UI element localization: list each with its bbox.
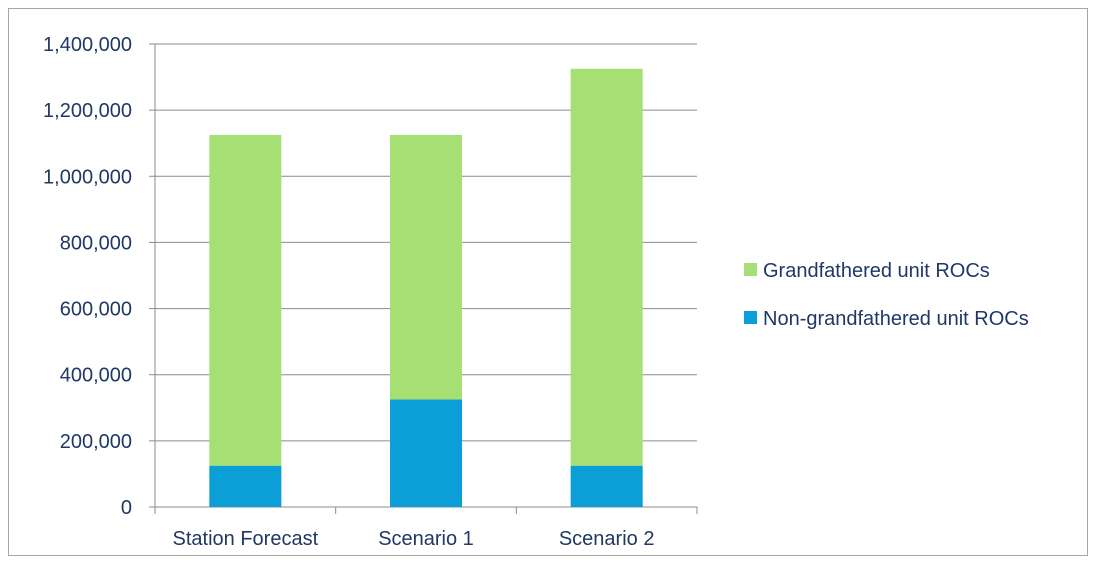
y-tick-label: 0	[121, 497, 132, 519]
bar-segment-non-grandfathered	[570, 465, 643, 507]
legend-swatch-non-grandfathered	[744, 311, 757, 324]
y-tick-label: 200,000	[60, 431, 132, 453]
chart-area	[8, 8, 1088, 556]
x-tick-label: Scenario 2	[559, 528, 655, 550]
legend-label-non-grandfathered: Non-grandfathered unit ROCs	[763, 308, 1029, 330]
y-tick-label: 1,000,000	[43, 166, 132, 188]
y-tick-label: 1,400,000	[43, 34, 132, 56]
x-axis-ticks: Station Forecast Scenario 1 Scenario 2	[154, 507, 698, 550]
bars	[209, 68, 643, 507]
y-tick-label: 1,200,000	[43, 100, 132, 122]
bar-segment-grandfathered	[209, 134, 282, 466]
bar-segment-non-grandfathered	[209, 465, 282, 507]
bar-segment-non-grandfathered	[390, 399, 462, 507]
legend-swatch-grandfathered	[744, 263, 757, 276]
y-axis-ticks: 0 200,000 400,000 600,000 800,000 1,000,000 1,…	[43, 34, 155, 519]
legend: Grandfathered unit ROCs Non-grandfathere…	[744, 260, 1029, 330]
bar-segment-grandfathered	[390, 134, 462, 400]
y-tick-label: 400,000	[60, 365, 132, 387]
x-tick-label: Station Forecast	[173, 528, 319, 550]
bar-segment-grandfathered	[570, 68, 643, 466]
x-tick-label: Scenario 1	[378, 528, 474, 550]
y-tick-label: 800,000	[60, 232, 132, 254]
legend-label-grandfathered: Grandfathered unit ROCs	[763, 260, 990, 282]
y-tick-label: 600,000	[60, 299, 132, 321]
